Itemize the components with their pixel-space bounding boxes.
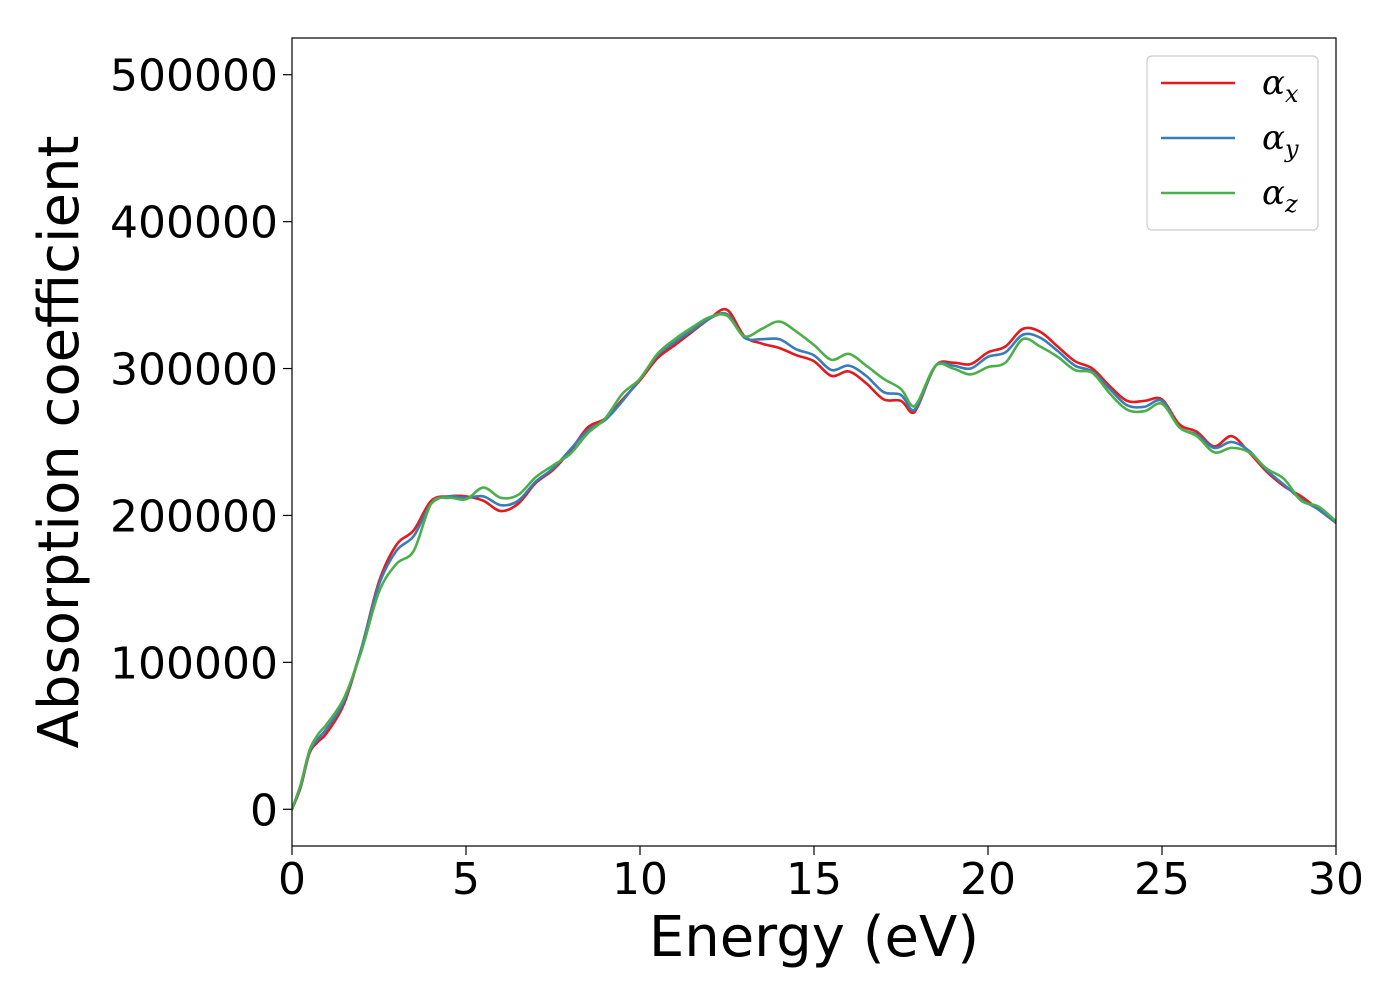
y-tick-label: 400000 xyxy=(110,198,278,249)
x-tick-label: 15 xyxy=(786,854,842,905)
x-axis: 0 5 10 15 20 25 30 xyxy=(278,846,1364,905)
x-axis-label: Energy (eV) xyxy=(649,905,979,970)
legend-box xyxy=(1146,55,1319,231)
y-tick-label: 100000 xyxy=(110,638,278,689)
x-tick-label: 10 xyxy=(612,854,668,905)
y-axis-label: Absorption coefficient xyxy=(27,136,92,749)
y-tick-label: 0 xyxy=(250,785,278,836)
series-line-alpha-z xyxy=(292,312,1336,811)
y-tick-label: 200000 xyxy=(110,491,278,542)
series-line-alpha-y xyxy=(292,311,1336,811)
x-tick-label: 0 xyxy=(278,854,306,905)
x-tick-label: 5 xyxy=(452,854,480,905)
x-tick-label: 20 xyxy=(960,854,1016,905)
y-tick-label: 500000 xyxy=(110,51,278,102)
legend-label-alpha-z: αz xyxy=(1262,173,1298,218)
x-tick-label: 30 xyxy=(1308,854,1364,905)
y-axis: 0 100000 200000 300000 400000 500000 xyxy=(110,51,292,836)
series-layer xyxy=(292,307,1336,811)
series-line-alpha-x xyxy=(292,307,1336,811)
x-tick-label: 25 xyxy=(1134,854,1190,905)
y-tick-label: 300000 xyxy=(110,345,278,396)
